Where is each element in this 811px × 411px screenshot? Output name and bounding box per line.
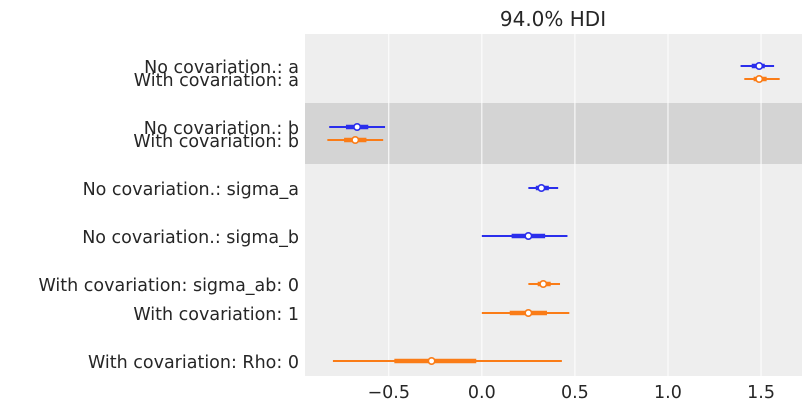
interval	[481, 308, 570, 317]
median-point	[539, 279, 548, 288]
x-tick-label: 0.0	[468, 383, 496, 403]
y-label: No covariation.: b	[144, 119, 299, 139]
interval	[481, 232, 568, 241]
interval	[528, 279, 561, 288]
plot-background	[305, 34, 802, 376]
median-point	[351, 136, 360, 145]
y-label: With covariation: a	[134, 71, 299, 91]
median-point	[524, 232, 533, 241]
y-label: No covariation.: sigma_a	[83, 180, 299, 200]
interval	[744, 75, 780, 84]
interval	[327, 136, 384, 145]
y-label: With covariation: b	[133, 132, 299, 152]
interval	[740, 61, 775, 70]
interval	[528, 184, 559, 193]
y-label: No covariation.: sigma_b	[82, 228, 299, 248]
median-point	[353, 123, 362, 132]
interval	[332, 356, 562, 365]
interval	[329, 123, 386, 132]
y-label: With covariation: sigma_ab: 0	[38, 276, 299, 296]
y-label: With covariation: Rho: 0	[88, 353, 299, 373]
y-label: No covariation.: a	[144, 58, 299, 78]
median-point	[537, 184, 546, 193]
x-tick-label: 0.5	[561, 383, 589, 403]
median-point	[427, 356, 436, 365]
shaded-band	[305, 103, 802, 164]
median-point	[755, 61, 764, 70]
x-tick-label: −0.5	[368, 383, 411, 403]
median-point	[755, 75, 764, 84]
chart-title: 94.0% HDI	[500, 7, 606, 31]
y-label: With covariation: 1	[133, 305, 299, 325]
x-tick-label: 1.0	[654, 383, 682, 403]
x-tick-label: 1.5	[747, 383, 775, 403]
median-point	[524, 308, 533, 317]
